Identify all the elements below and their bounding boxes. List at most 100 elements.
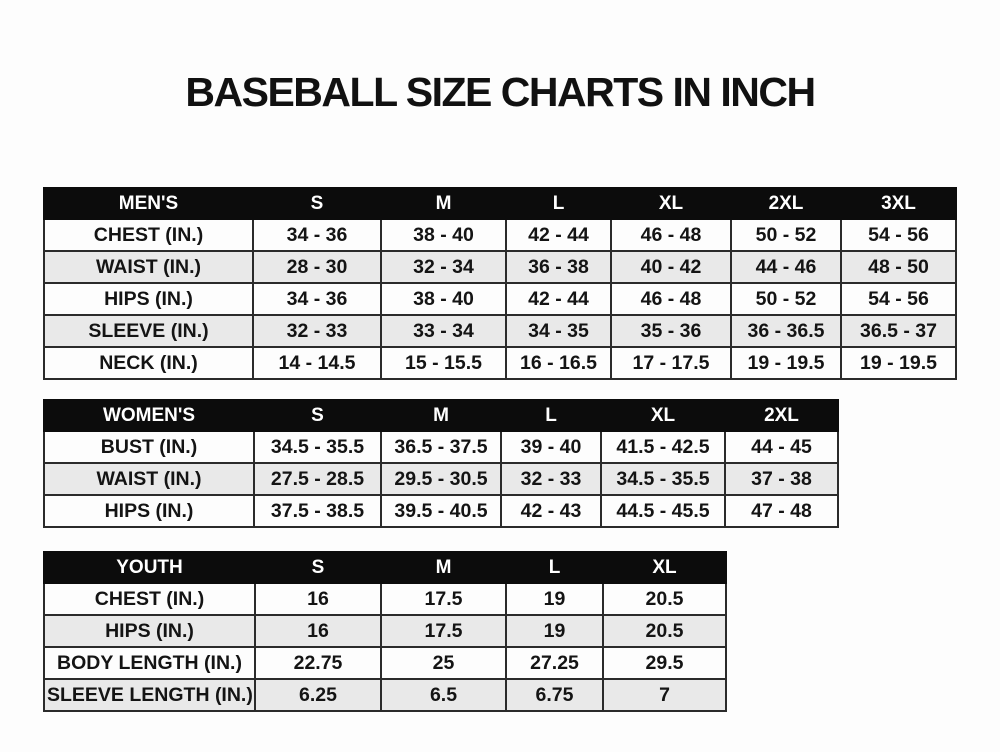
size-value-cell: 36 - 38 <box>505 250 612 284</box>
mens-size-table-section: MEN'S S M L XL 2XL 3XL CHEST (IN.) 34 - 36 38 - … <box>43 187 957 380</box>
size-value-cell: 29.5 - 30.5 <box>380 462 502 496</box>
size-value-cell: 36.5 - 37.5 <box>380 430 502 464</box>
size-value-cell: 27.25 <box>505 646 604 680</box>
page-title: BASEBALL SIZE CHARTS IN INCH <box>185 69 816 115</box>
measurement-label-cell: SLEEVE (IN.) <box>43 314 254 348</box>
size-value-cell: 14 - 14.5 <box>252 346 382 380</box>
size-value-cell: 16 <box>254 614 382 648</box>
size-value-cell: 39 - 40 <box>500 430 602 464</box>
measurement-label-cell: HIPS (IN.) <box>43 282 254 316</box>
size-value-cell: 29.5 <box>602 646 727 680</box>
size-value-cell: 48 - 50 <box>840 250 957 284</box>
size-value-cell: 36.5 - 37 <box>840 314 957 348</box>
size-value-cell: 34 - 35 <box>505 314 612 348</box>
size-value-cell: 6.25 <box>254 678 382 712</box>
size-value-cell: 44.5 - 45.5 <box>600 494 726 528</box>
size-header-cell: M <box>380 551 507 584</box>
size-value-cell: 20.5 <box>602 582 727 616</box>
table-row: BODY LENGTH (IN.) 22.75 25 27.25 29.5 <box>43 646 727 680</box>
size-value-cell: 19 <box>505 582 604 616</box>
header-row: MEN'S S M L XL 2XL 3XL <box>43 187 957 220</box>
size-value-cell: 19 - 19.5 <box>730 346 842 380</box>
size-value-cell: 16 <box>254 582 382 616</box>
table-row: WAIST (IN.) 28 - 30 32 - 34 36 - 38 40 - 42 4… <box>43 250 957 284</box>
size-value-cell: 34.5 - 35.5 <box>600 462 726 496</box>
table-row: HIPS (IN.) 37.5 - 38.5 39.5 - 40.5 42 - 43 4… <box>43 494 839 528</box>
table-title-cell: MEN'S <box>43 187 254 220</box>
size-header-cell: S <box>253 399 382 432</box>
measurement-label-cell: NECK (IN.) <box>43 346 254 380</box>
table-row: NECK (IN.) 14 - 14.5 15 - 15.5 16 - 16.5 17 … <box>43 346 957 380</box>
size-header-cell: XL <box>600 399 726 432</box>
size-header-cell: L <box>505 187 612 220</box>
measurement-label-cell: BUST (IN.) <box>43 430 255 464</box>
table-row: CHEST (IN.) 16 17.5 19 20.5 <box>43 582 727 616</box>
measurement-label-cell: WAIST (IN.) <box>43 250 254 284</box>
table-row: SLEEVE LENGTH (IN.) 6.25 6.5 6.75 7 <box>43 678 727 712</box>
size-value-cell: 54 - 56 <box>840 282 957 316</box>
size-value-cell: 42 - 44 <box>505 218 612 252</box>
size-value-cell: 39.5 - 40.5 <box>380 494 502 528</box>
table-row: WAIST (IN.) 27.5 - 28.5 29.5 - 30.5 32 - 33… <box>43 462 839 496</box>
size-value-cell: 42 - 43 <box>500 494 602 528</box>
womens-table-head: WOMEN'S S M L XL 2XL <box>43 399 839 432</box>
size-value-cell: 44 - 45 <box>724 430 839 464</box>
size-value-cell: 44 - 46 <box>730 250 842 284</box>
measurement-label-cell: CHEST (IN.) <box>43 582 256 616</box>
size-value-cell: 20.5 <box>602 614 727 648</box>
table-row: HIPS (IN.) 16 17.5 19 20.5 <box>43 614 727 648</box>
header-row: YOUTH S M L XL <box>43 551 727 584</box>
size-value-cell: 19 <box>505 614 604 648</box>
size-value-cell: 35 - 36 <box>610 314 732 348</box>
size-value-cell: 38 - 40 <box>380 218 507 252</box>
size-value-cell: 42 - 44 <box>505 282 612 316</box>
size-value-cell: 17.5 <box>380 614 507 648</box>
size-value-cell: 17.5 <box>380 582 507 616</box>
size-value-cell: 46 - 48 <box>610 282 732 316</box>
measurement-label-cell: CHEST (IN.) <box>43 218 254 252</box>
size-value-cell: 38 - 40 <box>380 282 507 316</box>
table-row: CHEST (IN.) 34 - 36 38 - 40 42 - 44 46 - 48 5… <box>43 218 957 252</box>
size-value-cell: 36 - 36.5 <box>730 314 842 348</box>
youth-size-table-section: YOUTH S M L XL CHEST (IN.) 16 17.5 19 20.5 HIPS (… <box>43 551 727 712</box>
youth-size-table: YOUTH S M L XL CHEST (IN.) 16 17.5 19 20.5 HIPS (… <box>43 551 727 712</box>
table-title-cell: WOMEN'S <box>43 399 255 432</box>
size-value-cell: 27.5 - 28.5 <box>253 462 382 496</box>
size-value-cell: 7 <box>602 678 727 712</box>
size-value-cell: 25 <box>380 646 507 680</box>
youth-table-head: YOUTH S M L XL <box>43 551 727 584</box>
size-value-cell: 22.75 <box>254 646 382 680</box>
table-row: BUST (IN.) 34.5 - 35.5 36.5 - 37.5 39 - 40 4… <box>43 430 839 464</box>
size-header-cell: XL <box>610 187 732 220</box>
size-value-cell: 47 - 48 <box>724 494 839 528</box>
womens-size-table: WOMEN'S S M L XL 2XL BUST (IN.) 34.5 - 35.5 36.… <box>43 399 839 528</box>
size-value-cell: 37.5 - 38.5 <box>253 494 382 528</box>
size-header-cell: 2XL <box>730 187 842 220</box>
size-header-cell: S <box>254 551 382 584</box>
size-header-cell: L <box>500 399 602 432</box>
size-header-cell: M <box>380 399 502 432</box>
womens-size-table-section: WOMEN'S S M L XL 2XL BUST (IN.) 34.5 - 35.5 36.… <box>43 399 839 528</box>
size-value-cell: 41.5 - 42.5 <box>600 430 726 464</box>
size-value-cell: 6.75 <box>505 678 604 712</box>
size-value-cell: 54 - 56 <box>840 218 957 252</box>
size-value-cell: 32 - 33 <box>252 314 382 348</box>
size-value-cell: 34.5 - 35.5 <box>253 430 382 464</box>
size-value-cell: 34 - 36 <box>252 218 382 252</box>
size-value-cell: 16 - 16.5 <box>505 346 612 380</box>
header-row: WOMEN'S S M L XL 2XL <box>43 399 839 432</box>
size-value-cell: 37 - 38 <box>724 462 839 496</box>
size-header-cell: 2XL <box>724 399 839 432</box>
mens-table-head: MEN'S S M L XL 2XL 3XL <box>43 187 957 220</box>
size-value-cell: 32 - 34 <box>380 250 507 284</box>
size-value-cell: 33 - 34 <box>380 314 507 348</box>
size-value-cell: 50 - 52 <box>730 218 842 252</box>
size-value-cell: 15 - 15.5 <box>380 346 507 380</box>
youth-table-body: CHEST (IN.) 16 17.5 19 20.5 HIPS (IN.) 16 17.5 1… <box>43 582 727 712</box>
size-value-cell: 40 - 42 <box>610 250 732 284</box>
table-row: HIPS (IN.) 34 - 36 38 - 40 42 - 44 46 - 48 50… <box>43 282 957 316</box>
size-header-cell: S <box>252 187 382 220</box>
measurement-label-cell: BODY LENGTH (IN.) <box>43 646 256 680</box>
size-header-cell: M <box>380 187 507 220</box>
